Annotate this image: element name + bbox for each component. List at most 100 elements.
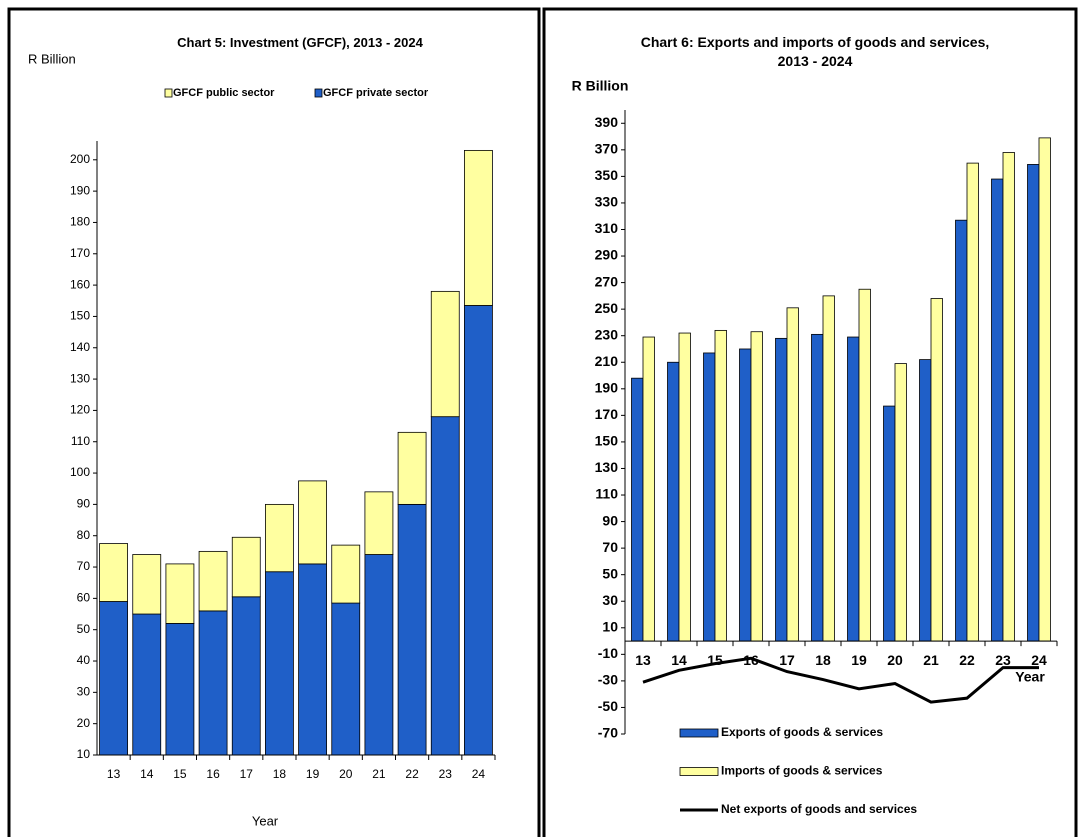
y-tick-label: 40 [77, 653, 91, 667]
bar [703, 352, 716, 642]
y-tick-label: 30 [77, 685, 91, 699]
x-tick-label: 21 [372, 767, 386, 781]
bar [642, 336, 655, 642]
y-tick-label: 120 [70, 403, 90, 417]
bar [930, 298, 943, 642]
y-tick-label: 10 [602, 618, 618, 634]
y-tick-label: -50 [598, 698, 618, 714]
x-tick-label: 17 [240, 767, 254, 781]
bar [966, 162, 979, 642]
bar [714, 329, 727, 642]
y-tick-label: 80 [77, 528, 91, 542]
y-tick-label: 90 [77, 497, 91, 511]
y-tick-label: 170 [595, 406, 619, 422]
x-tick-label: 19 [306, 767, 320, 781]
bar-segment [397, 431, 427, 505]
y-tick-label: 190 [595, 380, 619, 396]
y-tick-label: 250 [595, 300, 619, 316]
legend-label: GFCF public sector [173, 87, 275, 99]
bar [739, 348, 752, 642]
y-tick-label: 60 [77, 591, 91, 605]
bar-segment [231, 536, 261, 598]
bar-segment [99, 543, 128, 602]
y-tick-label: 140 [70, 340, 90, 354]
y-tick-label: 20 [77, 716, 91, 730]
bar [822, 295, 835, 642]
bar [919, 359, 932, 642]
y-tick-label: 130 [70, 371, 90, 385]
y-tick-label: 210 [595, 353, 619, 369]
x-tick-label: 13 [635, 652, 651, 668]
legend-label: Imports of goods & services [721, 764, 883, 778]
bar [991, 178, 1004, 642]
bar [811, 333, 824, 642]
bar-segment [430, 290, 460, 418]
bar-segment [165, 623, 195, 756]
panel-frame [7, 7, 541, 837]
x-tick-label: 20 [339, 767, 353, 781]
chart-title: Chart 5: Investment (GFCF), 2013 - 2024 [177, 35, 423, 50]
bar [955, 219, 968, 642]
y-tick-label: 90 [602, 512, 618, 528]
bar [858, 288, 871, 642]
x-axis-title: Year [1015, 669, 1045, 685]
bar [847, 336, 860, 642]
x-tick-label: 24 [1031, 652, 1047, 668]
legend-swatch [314, 88, 323, 98]
panel-frame [542, 7, 1078, 837]
x-tick-label: 18 [815, 652, 831, 668]
bar-segment [265, 503, 294, 573]
bar [1038, 137, 1051, 642]
x-tick-label: 18 [273, 767, 287, 781]
x-tick-label: 24 [472, 767, 486, 781]
y-tick-label: 310 [595, 220, 619, 236]
x-tick-label: 22 [405, 767, 419, 781]
x-tick-label: 21 [923, 652, 939, 668]
y-tick-label: 230 [595, 326, 619, 342]
bar-segment [265, 571, 294, 756]
y-tick-label: -70 [598, 725, 618, 741]
y-axis-title: R Billion [572, 78, 629, 94]
bar [1027, 164, 1040, 642]
y-tick-label: 190 [70, 183, 90, 197]
bar-segment [99, 601, 128, 756]
bar-segment [132, 554, 162, 615]
y-tick-label: -10 [598, 645, 618, 661]
x-tick-label: 15 [173, 767, 187, 781]
y-tick-label: 70 [602, 539, 618, 555]
y-tick-label: 330 [595, 194, 619, 210]
line [642, 656, 1039, 704]
bar-segment [331, 544, 361, 604]
y-tick-label: 110 [71, 434, 90, 448]
y-tick-label: 110 [595, 486, 618, 502]
y-tick-label: 170 [70, 246, 90, 260]
legend-label: Exports of goods & services [721, 725, 883, 739]
y-tick-label: 50 [77, 622, 91, 636]
bar-segment [397, 503, 427, 756]
bar-segment [231, 596, 261, 756]
y-tick-label: 350 [595, 167, 619, 183]
x-tick-label: 13 [107, 767, 121, 781]
bar-segment [198, 610, 228, 756]
y-tick-label: 200 [70, 152, 90, 166]
bar-segment [298, 563, 327, 756]
x-tick-label: 19 [851, 652, 867, 668]
legend-label: GFCF private sector [323, 87, 429, 99]
bar-segment [364, 491, 394, 555]
x-tick-label: 23 [439, 767, 453, 781]
y-axis-title: R Billion [28, 51, 76, 66]
bar [631, 377, 644, 642]
x-tick-label: 17 [779, 652, 795, 668]
y-tick-label: -30 [598, 672, 618, 688]
bar-segment [198, 550, 228, 612]
bar [883, 405, 896, 642]
y-tick-label: 10 [77, 747, 91, 761]
bar [786, 307, 799, 642]
bar [1002, 152, 1015, 642]
bar-segment [132, 613, 162, 756]
y-tick-label: 70 [77, 559, 91, 573]
bar-segment [430, 416, 460, 756]
bar-segment [331, 602, 361, 756]
bar [894, 363, 907, 642]
